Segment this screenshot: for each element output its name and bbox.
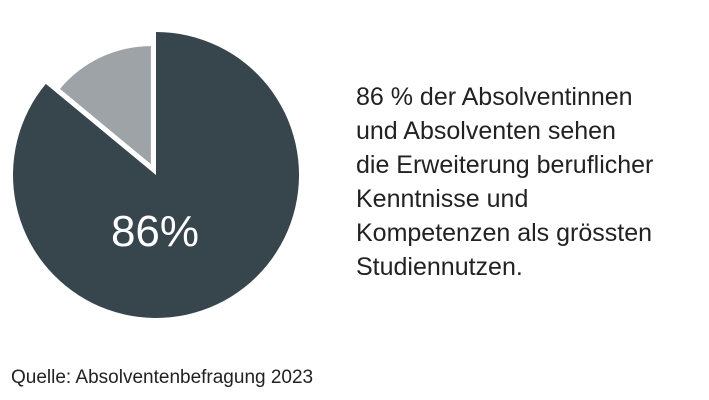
pie-chart: 86% xyxy=(13,32,300,318)
description-text: 86 % der Absolventinnen und Absolventen … xyxy=(356,83,654,281)
pie-slice-14 xyxy=(59,46,151,165)
pie-center-label: 86% xyxy=(111,207,199,256)
source-note: Quelle: Absolventenbefragung 2023 xyxy=(11,367,314,388)
pie-slice-86 xyxy=(13,32,300,318)
